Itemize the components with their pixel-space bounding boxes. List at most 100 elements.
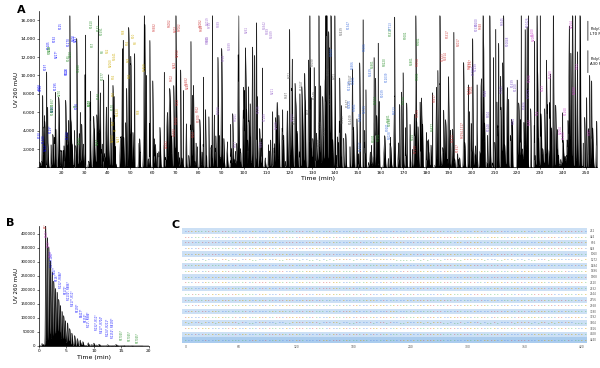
Text: G: G [574,300,576,301]
Text: C: C [289,334,290,335]
Text: R1172*: R1172* [64,284,67,294]
Text: A: A [289,237,290,238]
Text: R1323: R1323 [441,53,445,61]
Text: C: C [507,242,509,243]
Text: A: A [454,300,455,301]
Text: C: C [198,305,199,306]
Text: A: A [339,288,341,289]
Text: U: U [343,242,344,243]
Text: A: A [292,328,293,329]
Text: U: U [194,305,196,306]
Text: G: G [433,322,434,323]
Text: A: A [202,322,203,323]
Text: C: C [286,294,287,295]
Text: U: U [275,300,277,301]
Text: U: U [262,237,263,238]
Text: G: G [584,305,586,306]
Text: R738: R738 [222,54,226,61]
Text: C: C [326,288,327,289]
Text: U: U [389,328,391,329]
Text: A: A [443,305,445,307]
Text: G: G [470,242,472,243]
Text: A: A [389,237,391,238]
Text: G: G [500,282,502,283]
Text: R8389: R8389 [217,106,221,114]
Text: A: A [339,305,341,307]
Text: A: A [400,322,401,323]
Text: A: A [551,317,553,318]
Text: A: A [255,231,257,232]
Text: C: C [443,282,445,283]
Text: G: G [363,248,364,249]
Text: U: U [484,311,485,312]
Text: A: A [225,271,226,272]
Text: A: A [427,294,428,295]
Text: C: C [490,334,492,335]
Text: G: G [313,322,314,323]
Text: R645*: R645* [47,240,51,247]
Text: A: A [517,242,519,243]
Text: G: G [467,340,468,341]
Text: U: U [467,231,468,232]
Text: G: G [309,271,310,272]
Text: U: U [269,277,270,278]
Text: G: G [494,282,495,283]
Text: C: C [363,231,364,232]
Text: A: A [299,254,300,255]
Text: G: G [211,294,213,295]
Text: A: A [406,305,408,307]
Text: A: A [282,259,283,261]
Text: C: C [289,259,290,261]
Text: C: C [309,254,310,255]
Text: C: C [447,282,448,283]
Text: A: A [370,271,371,272]
Text: C: C [534,294,536,295]
Text: C: C [194,311,196,312]
Text: C: C [517,311,519,312]
Text: R1200: R1200 [475,18,478,26]
Text: G: G [393,282,394,283]
Text: U: U [389,334,391,335]
Text: A: A [581,305,583,307]
Text: C: C [490,340,492,341]
Text: C: C [437,259,438,261]
Text: A: A [373,322,374,323]
Text: G: G [191,300,193,301]
Text: C: C [299,322,300,323]
Text: G: G [380,259,381,261]
Text: C: C [524,254,526,255]
Text: G: G [272,305,274,306]
Text: 300: 300 [464,345,470,349]
Text: U: U [487,288,488,289]
Text: A: A [521,248,522,249]
Text: C: C [185,300,186,301]
Text: A: A [581,277,583,278]
Text: A: A [484,334,485,335]
Text: U: U [460,277,461,278]
Text: A: A [349,294,350,295]
Text: C: C [494,277,495,278]
Text: A: A [574,322,576,323]
Text: R303: R303 [37,82,41,89]
Text: U: U [248,340,250,341]
Text: A: A [232,271,233,272]
Text: G: G [433,328,434,329]
Text: U: U [359,311,361,312]
Text: C: C [245,311,247,312]
Text: A: A [363,282,364,283]
Text: R4541: R4541 [113,52,116,60]
Text: U: U [215,277,216,278]
Text: C: C [460,271,461,272]
Text: A: A [185,271,186,272]
Text: A: A [400,282,401,283]
Text: G: G [413,340,415,341]
Text: A: A [544,242,545,243]
Text: A: A [454,322,455,323]
Text: C: C [336,259,337,261]
Text: U: U [202,282,203,283]
Text: A: A [215,317,216,318]
Text: G: G [383,248,384,249]
Text: G: G [218,317,220,318]
Text: G: G [353,271,354,272]
Text: U: U [497,271,499,272]
